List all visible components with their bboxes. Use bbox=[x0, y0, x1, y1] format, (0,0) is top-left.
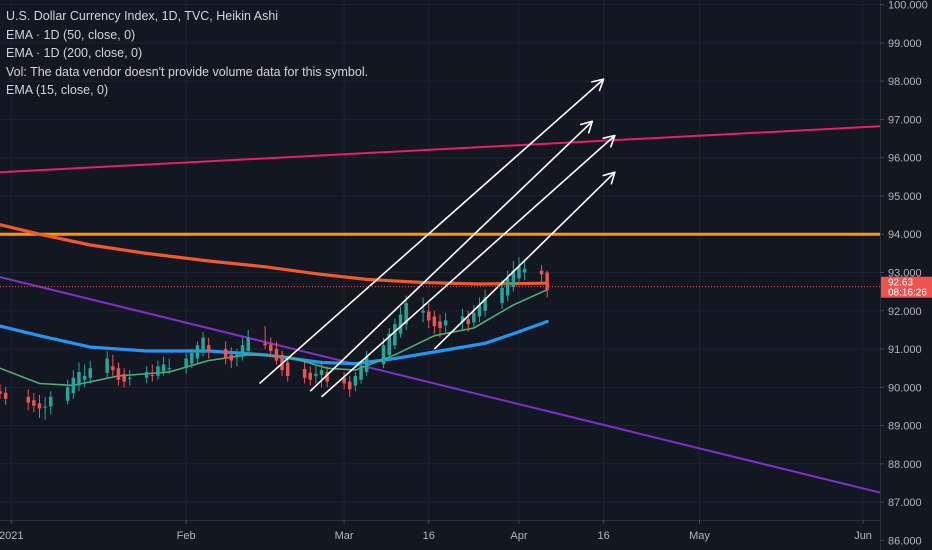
candle-body bbox=[32, 400, 36, 405]
candle-body bbox=[184, 359, 188, 369]
candle-body bbox=[444, 320, 448, 325]
candle-body bbox=[467, 319, 471, 324]
price-axis[interactable]: 100.000 99.000 98.000 97.000 96.000 95.000 94.… bbox=[880, 0, 932, 550]
candle-body bbox=[156, 366, 160, 376]
candle-body bbox=[77, 372, 81, 385]
time-tick-label: 2021 bbox=[0, 530, 24, 542]
candle-body bbox=[4, 393, 8, 399]
candle-body bbox=[235, 355, 239, 358]
candle-body bbox=[66, 387, 70, 400]
candle-body bbox=[309, 373, 313, 380]
candle-body bbox=[438, 322, 442, 329]
candle-body bbox=[83, 376, 87, 380]
last-price-countdown: 08:16:26 bbox=[888, 288, 927, 299]
time-tick-label: Jun bbox=[854, 530, 872, 542]
candle-body bbox=[354, 376, 358, 386]
price-tick-label: 92.000 bbox=[888, 306, 922, 318]
candle-body bbox=[472, 313, 476, 323]
candle-body bbox=[427, 312, 431, 321]
candle-body bbox=[314, 374, 318, 376]
candle-body bbox=[263, 343, 267, 345]
price-tick-label: 95.000 bbox=[888, 191, 922, 203]
candle-body bbox=[421, 311, 425, 313]
candle-body bbox=[303, 369, 307, 378]
candle-body bbox=[545, 273, 549, 290]
candle-body bbox=[111, 366, 115, 370]
time-tick-label: Apr bbox=[510, 530, 527, 542]
time-tick-label: Feb bbox=[177, 530, 196, 542]
candle-body bbox=[43, 407, 47, 408]
candle-body bbox=[393, 324, 397, 345]
candle-body bbox=[269, 345, 273, 352]
candle-body bbox=[49, 397, 53, 407]
candle-body bbox=[247, 338, 251, 351]
candle-body bbox=[433, 317, 437, 327]
candle-body bbox=[128, 378, 132, 379]
candle-body bbox=[517, 267, 521, 279]
candle-body bbox=[27, 397, 31, 403]
candle-body bbox=[286, 363, 290, 376]
time-axis-background bbox=[0, 520, 880, 550]
candle-body bbox=[89, 368, 93, 378]
candle-body bbox=[224, 349, 228, 359]
candle-body bbox=[162, 364, 166, 371]
candle-body bbox=[320, 370, 324, 375]
candle-body bbox=[117, 368, 121, 380]
candle-body bbox=[382, 345, 386, 364]
price-tick-label: 94.000 bbox=[888, 229, 922, 241]
price-tick-label: 99.000 bbox=[888, 38, 922, 50]
candle-body bbox=[523, 269, 527, 273]
candle-body bbox=[105, 359, 109, 373]
candle-body bbox=[196, 345, 200, 358]
time-tick-label: 16 bbox=[423, 530, 435, 542]
price-tick-label: 98.000 bbox=[888, 76, 922, 88]
price-tick-label: 90.000 bbox=[888, 382, 922, 394]
candle-body bbox=[275, 349, 279, 361]
price-tick-label: 89.000 bbox=[888, 421, 922, 433]
candle-body bbox=[38, 403, 42, 408]
candle-body bbox=[168, 368, 172, 369]
candle-body bbox=[359, 366, 363, 379]
candle-body bbox=[348, 382, 352, 390]
candle-body bbox=[230, 355, 234, 361]
time-tick-label: 16 bbox=[597, 530, 609, 542]
price-tick-label: 86.000 bbox=[888, 535, 922, 547]
candle-body bbox=[500, 288, 504, 303]
price-tick-label: 100.000 bbox=[888, 0, 928, 12]
price-tick-label: 88.000 bbox=[888, 459, 922, 471]
candle-body bbox=[540, 271, 544, 275]
candle-body bbox=[190, 353, 194, 364]
candle-body bbox=[241, 345, 245, 357]
candle-body bbox=[399, 315, 403, 334]
candle-body bbox=[151, 375, 155, 376]
price-tick-label: 91.000 bbox=[888, 344, 922, 356]
candle-body bbox=[122, 374, 126, 382]
candle-body bbox=[0, 391, 2, 394]
time-tick-label: May bbox=[689, 530, 710, 542]
price-tick-label: 96.000 bbox=[888, 153, 922, 165]
candle-body bbox=[72, 378, 76, 393]
candle-body bbox=[145, 372, 149, 378]
candle-body bbox=[365, 357, 369, 372]
candle-body bbox=[201, 338, 205, 353]
price-tick-label: 97.000 bbox=[888, 114, 922, 126]
time-tick-label: Mar bbox=[335, 530, 354, 542]
candle-body bbox=[207, 345, 211, 351]
time-axis[interactable]: 2021 Feb Mar 16 Apr 16 May Jun bbox=[0, 520, 880, 550]
price-tick-label: 87.000 bbox=[888, 497, 922, 509]
